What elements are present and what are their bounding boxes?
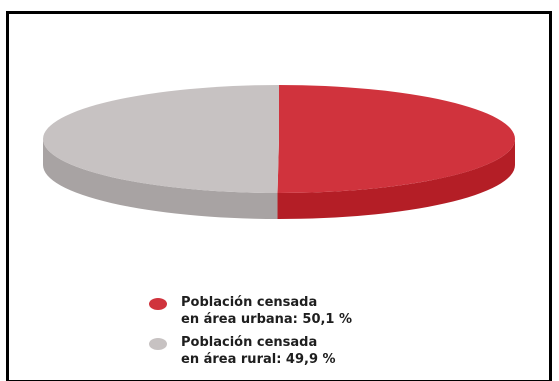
chart-frame: Población censada en área urbana: 50,1 %… (6, 11, 552, 381)
legend-swatch-rural (149, 338, 167, 350)
legend-label-rural-line1: Población censada (181, 335, 318, 350)
chart-legend: Población censada en área urbana: 50,1 %… (149, 294, 449, 374)
pie-side-rural (43, 139, 278, 219)
pie-side-urban (277, 139, 515, 219)
legend-label-rural-line2: en área rural: 49,9 % (181, 352, 336, 367)
legend-swatch-urban (149, 298, 167, 310)
legend-label-urban-line1: Población censada (181, 295, 318, 310)
legend-item-rural: Población censada en área rural: 49,9 % (149, 334, 449, 368)
legend-item-urban: Población censada en área urbana: 50,1 % (149, 294, 449, 328)
pie-slice-urban (277, 85, 516, 193)
pie-chart (43, 85, 516, 219)
legend-label-urban-line2: en área urbana: 50,1 % (181, 312, 353, 327)
pie-slice-rural (43, 85, 279, 193)
